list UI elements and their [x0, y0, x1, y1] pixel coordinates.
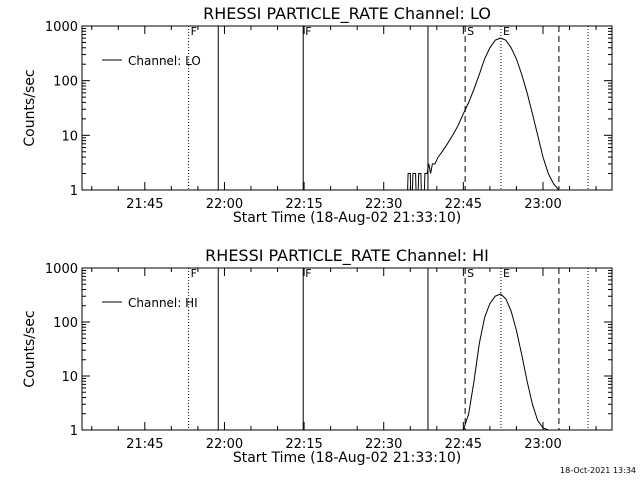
chart-title: RHESSI PARTICLE_RATE Channel: LO [203, 4, 491, 24]
marker-label: F [191, 267, 197, 280]
y-tick-label: 100 [53, 316, 78, 331]
y-tick-label: 1 [70, 184, 78, 199]
x-tick-label: 22:45 [445, 197, 482, 212]
chart-title: RHESSI PARTICLE_RATE Channel: HI [205, 246, 489, 266]
x-tick-label: 21:45 [126, 437, 163, 452]
timestamp: 18-Oct-2021 13:34 [560, 466, 636, 475]
legend-label: Channel: HI [128, 296, 198, 310]
marker-label: F [305, 267, 311, 280]
legend-label: Channel: LO [128, 54, 201, 68]
marker-label: F [191, 25, 197, 38]
y-tick-label: 1000 [45, 20, 78, 35]
y-tick-label: 1 [70, 424, 78, 439]
y-axis-label: Counts/sec [22, 310, 38, 387]
x-axis-label: Start Time (18-Aug-02 21:33:10) [233, 210, 461, 226]
x-tick-label: 22:45 [445, 437, 482, 452]
y-tick-label: 10 [61, 129, 78, 144]
series-line [462, 293, 557, 431]
marker-label: F [305, 25, 311, 38]
x-tick-label: 22:00 [206, 437, 243, 452]
y-tick-label: 100 [53, 75, 78, 90]
x-tick-label: 23:00 [524, 197, 561, 212]
plot-frame [81, 25, 613, 191]
x-tick-label: 22:15 [285, 197, 322, 212]
marker-label: S [467, 267, 474, 280]
series-line [407, 37, 560, 191]
plot-frame [81, 267, 613, 431]
y-axis-label: Counts/sec [22, 69, 38, 146]
x-tick-label: 22:15 [285, 437, 322, 452]
x-axis-label: Start Time (18-Aug-02 21:33:10) [233, 450, 461, 466]
x-tick-label: 23:00 [524, 437, 561, 452]
marker-label: E [503, 25, 510, 38]
marker-label: E [503, 267, 510, 280]
y-tick-label: 1000 [45, 262, 78, 277]
x-tick-label: 22:30 [365, 437, 402, 452]
x-tick-label: 21:45 [126, 197, 163, 212]
x-tick-label: 22:00 [206, 197, 243, 212]
x-tick-label: 22:30 [365, 197, 402, 212]
y-tick-label: 10 [61, 370, 78, 385]
marker-label: S [467, 25, 474, 38]
